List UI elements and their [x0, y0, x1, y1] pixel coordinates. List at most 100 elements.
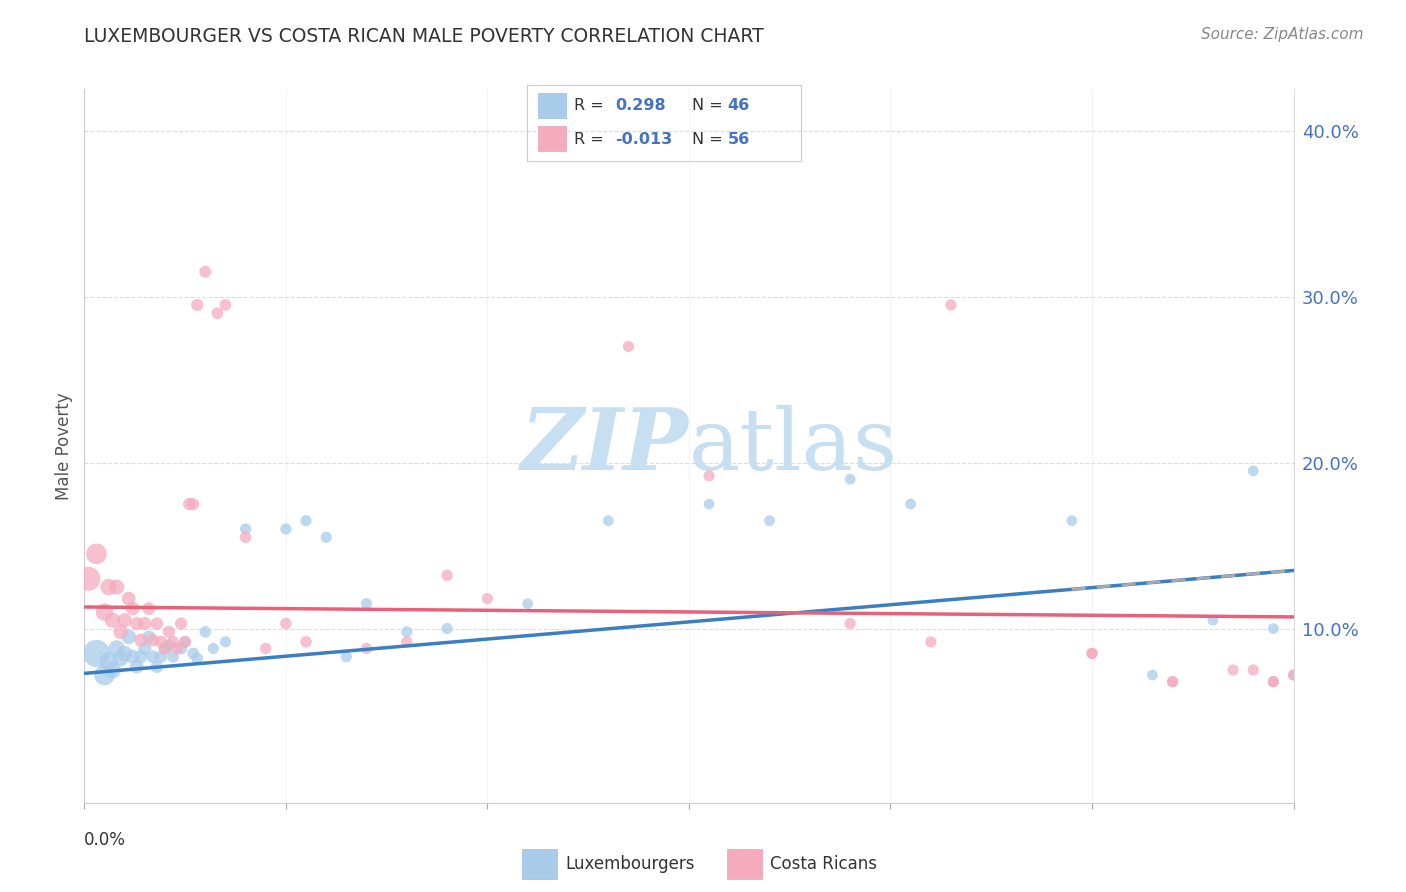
- Point: [202, 641, 225, 656]
- Point: [105, 641, 128, 656]
- Point: [186, 298, 208, 312]
- Point: [118, 630, 141, 644]
- Text: atlas: atlas: [689, 404, 898, 488]
- Point: [97, 580, 120, 594]
- Point: [77, 572, 100, 586]
- Point: [105, 580, 128, 594]
- Point: [295, 635, 318, 649]
- Point: [146, 616, 169, 631]
- Point: [129, 649, 152, 664]
- Point: [149, 635, 172, 649]
- Point: [125, 659, 148, 673]
- Text: ZIP: ZIP: [522, 404, 689, 488]
- Point: [129, 633, 152, 648]
- Point: [1081, 647, 1104, 661]
- Point: [1241, 663, 1264, 677]
- Point: [1241, 464, 1264, 478]
- Point: [214, 298, 236, 312]
- Point: [166, 641, 188, 656]
- Text: -0.013: -0.013: [614, 132, 672, 147]
- Text: Costa Ricans: Costa Ricans: [770, 855, 877, 873]
- Point: [153, 641, 176, 656]
- Point: [181, 647, 204, 661]
- Point: [157, 624, 180, 639]
- Point: [110, 651, 132, 665]
- Point: [93, 668, 115, 682]
- Point: [114, 613, 136, 627]
- Text: R =: R =: [574, 98, 603, 113]
- Point: [86, 547, 108, 561]
- Point: [617, 339, 640, 353]
- Point: [436, 568, 458, 582]
- Point: [93, 605, 115, 619]
- Point: [101, 663, 124, 677]
- Point: [179, 497, 201, 511]
- Point: [436, 622, 458, 636]
- Point: [162, 635, 184, 649]
- Point: [900, 497, 922, 511]
- Point: [121, 649, 143, 664]
- Point: [1323, 663, 1346, 677]
- Point: [1362, 674, 1385, 689]
- Point: [235, 522, 257, 536]
- Text: 56: 56: [727, 132, 749, 147]
- Point: [142, 649, 165, 664]
- Point: [1282, 668, 1305, 682]
- Point: [839, 616, 862, 631]
- Bar: [522, 849, 557, 879]
- Point: [315, 530, 337, 544]
- Point: [142, 633, 165, 648]
- Text: N =: N =: [692, 132, 723, 147]
- Point: [516, 597, 538, 611]
- Point: [110, 624, 132, 639]
- Y-axis label: Male Poverty: Male Poverty: [55, 392, 73, 500]
- Point: [697, 468, 720, 483]
- Point: [174, 635, 197, 649]
- Point: [125, 616, 148, 631]
- Point: [335, 649, 357, 664]
- Point: [1263, 622, 1285, 636]
- Point: [1060, 514, 1083, 528]
- Point: [839, 472, 862, 486]
- Point: [157, 638, 180, 652]
- Point: [254, 641, 277, 656]
- Text: Source: ZipAtlas.com: Source: ZipAtlas.com: [1201, 27, 1364, 42]
- Point: [207, 306, 229, 320]
- Text: 0.298: 0.298: [614, 98, 665, 113]
- Point: [134, 641, 156, 656]
- Point: [194, 265, 217, 279]
- Point: [170, 641, 193, 656]
- Point: [138, 601, 160, 615]
- Text: LUXEMBOURGER VS COSTA RICAN MALE POVERTY CORRELATION CHART: LUXEMBOURGER VS COSTA RICAN MALE POVERTY…: [84, 27, 763, 45]
- Point: [138, 630, 160, 644]
- Point: [114, 647, 136, 661]
- Point: [1142, 668, 1164, 682]
- Point: [181, 497, 204, 511]
- Point: [395, 635, 418, 649]
- Point: [758, 514, 780, 528]
- Text: Luxembourgers: Luxembourgers: [565, 855, 695, 873]
- Point: [134, 616, 156, 631]
- Text: 46: 46: [727, 98, 749, 113]
- Point: [1081, 647, 1104, 661]
- Point: [162, 649, 184, 664]
- Point: [274, 522, 297, 536]
- Point: [170, 616, 193, 631]
- Point: [146, 659, 169, 673]
- Point: [477, 591, 499, 606]
- Point: [1222, 663, 1244, 677]
- Point: [274, 616, 297, 631]
- Point: [356, 597, 378, 611]
- Point: [235, 530, 257, 544]
- Point: [121, 601, 143, 615]
- Bar: [727, 849, 762, 879]
- Point: [920, 635, 942, 649]
- Point: [194, 624, 217, 639]
- Point: [118, 591, 141, 606]
- Point: [395, 624, 418, 639]
- Point: [1202, 613, 1225, 627]
- Point: [1302, 663, 1324, 677]
- Point: [295, 514, 318, 528]
- Point: [1282, 668, 1305, 682]
- Bar: [538, 93, 565, 118]
